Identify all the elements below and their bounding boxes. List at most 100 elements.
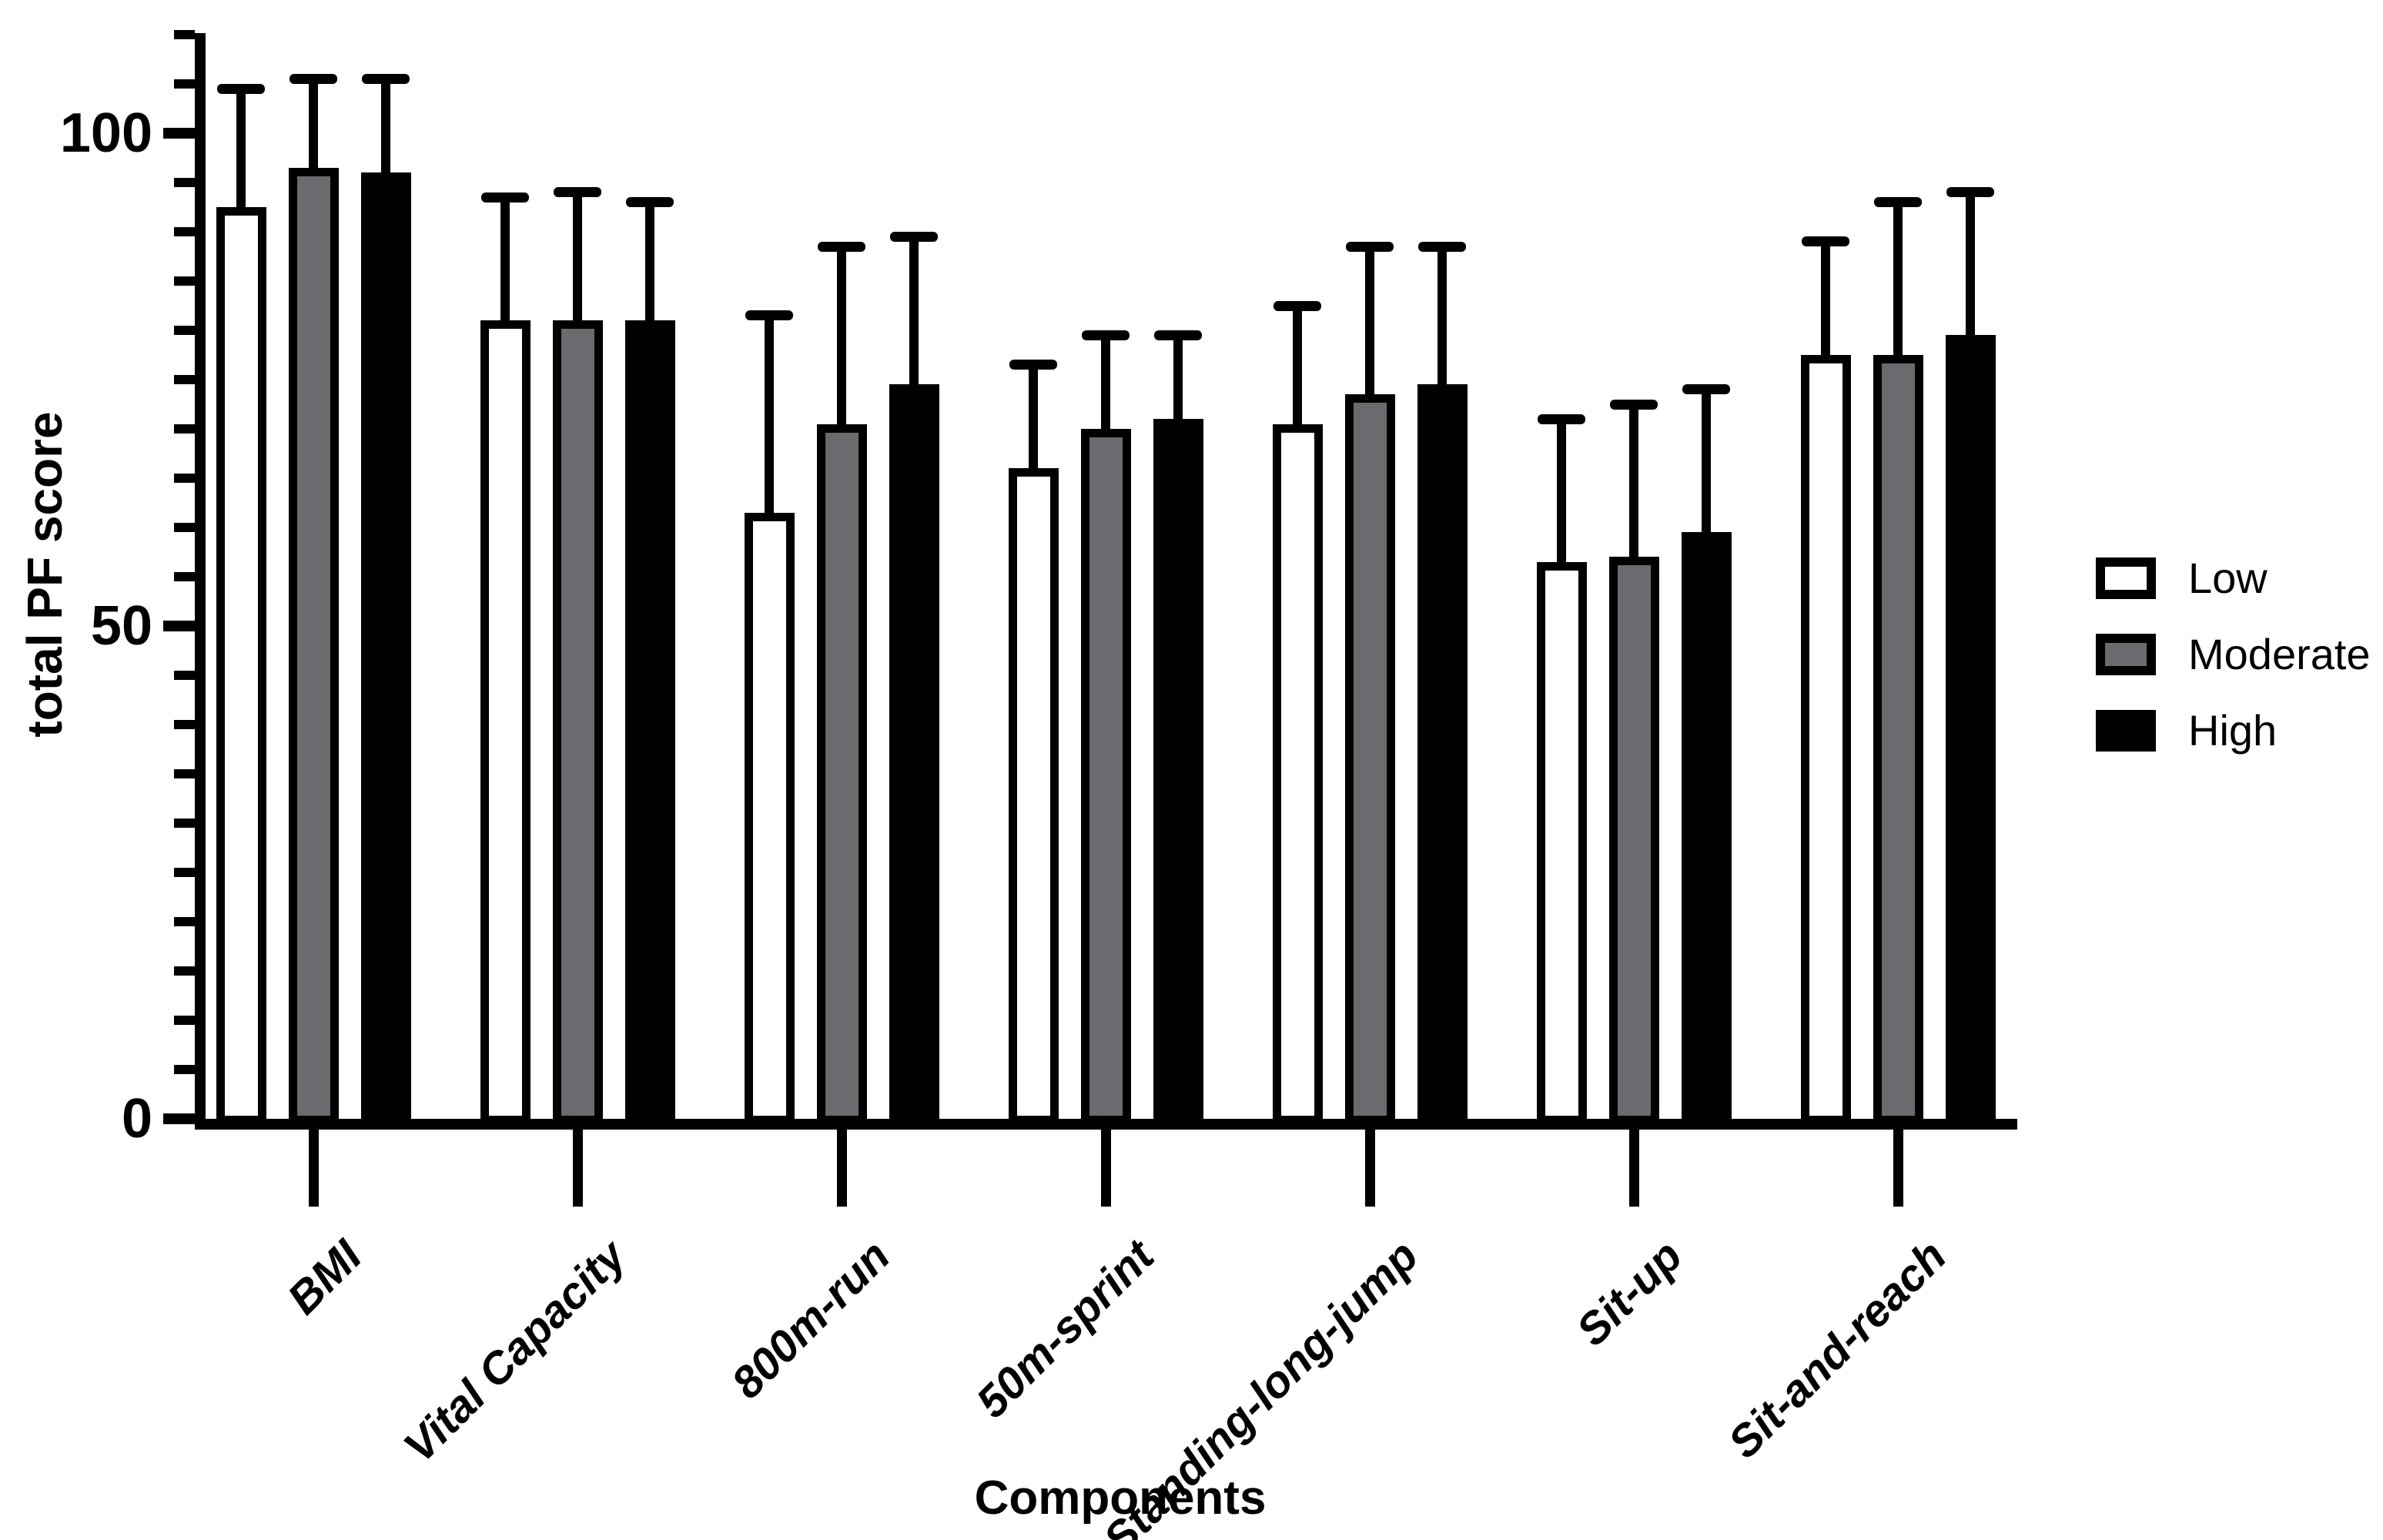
bar-moderate-7: [1873, 355, 1923, 1124]
y-minor-tick: [174, 79, 195, 89]
legend-swatch-low: [2096, 557, 2156, 599]
x-tick: [1100, 1130, 1111, 1207]
x-tick: [1364, 1130, 1375, 1207]
error-bar-whisker: [1437, 246, 1447, 393]
bar-high-5: [1417, 384, 1468, 1124]
y-minor-tick: [174, 868, 195, 877]
y-minor-tick: [174, 720, 195, 729]
error-bar-cap: [745, 310, 793, 321]
y-major-tick: [163, 621, 195, 631]
error-bar-cap: [1538, 413, 1585, 424]
bar-low-2: [480, 320, 530, 1124]
y-minor-tick: [174, 424, 195, 434]
error-bar-whisker: [1702, 389, 1711, 541]
y-minor-tick: [174, 178, 195, 187]
error-bar-whisker: [309, 79, 318, 176]
error-bar-cap: [362, 74, 410, 85]
y-minor-tick: [174, 474, 195, 483]
error-bar-whisker: [236, 89, 246, 216]
x-tick: [308, 1130, 319, 1207]
error-bar-cap: [554, 187, 601, 198]
y-axis-line: [195, 33, 206, 1130]
y-tick-label: 50: [90, 595, 152, 657]
bar-moderate-3: [816, 424, 867, 1124]
bar-moderate-4: [1080, 429, 1131, 1124]
bar-low-5: [1272, 424, 1323, 1124]
error-bar-cap: [1682, 384, 1730, 395]
bar-moderate-6: [1608, 557, 1659, 1124]
y-minor-tick: [174, 1065, 195, 1074]
bar-low-6: [1536, 561, 1587, 1124]
bar-moderate-1: [288, 167, 339, 1124]
x-axis-title: Components: [974, 1471, 1267, 1525]
y-tick-label: 0: [121, 1088, 152, 1150]
legend-swatch-moderate: [2096, 634, 2156, 675]
category-label: BMI: [278, 1230, 372, 1324]
y-minor-tick: [174, 769, 195, 778]
y-minor-tick: [174, 227, 195, 236]
bar-low-7: [1800, 355, 1851, 1124]
error-bar-cap: [1874, 197, 1922, 208]
bar-low-1: [216, 207, 266, 1124]
error-bar-cap: [1154, 330, 1202, 340]
y-minor-tick: [174, 375, 195, 384]
error-bar-cap: [1802, 236, 1849, 247]
error-bar-cap: [290, 74, 337, 85]
error-bar-whisker: [909, 236, 919, 393]
y-minor-tick: [174, 276, 195, 286]
bar-high-2: [624, 320, 675, 1124]
bar-low-4: [1008, 468, 1059, 1124]
bar-moderate-2: [552, 320, 603, 1124]
error-bar-whisker: [765, 315, 774, 521]
bar-high-4: [1153, 419, 1203, 1124]
legend-swatch-high: [2096, 710, 2156, 752]
y-minor-tick: [174, 523, 195, 532]
y-minor-tick: [174, 30, 195, 39]
x-tick: [1628, 1130, 1639, 1207]
y-minor-tick: [174, 326, 195, 335]
y-minor-tick: [174, 819, 195, 828]
error-bar-cap: [1610, 399, 1658, 410]
error-bar-cap: [818, 241, 865, 252]
y-minor-tick: [174, 671, 195, 680]
bar-moderate-5: [1344, 394, 1395, 1124]
error-bar-whisker: [1173, 335, 1183, 428]
legend-label-high: High: [2188, 706, 2278, 755]
error-bar-cap: [217, 83, 265, 94]
y-major-tick: [163, 128, 195, 139]
error-bar-cap: [1273, 300, 1321, 311]
error-bar-whisker: [1629, 404, 1638, 566]
error-bar-cap: [1082, 330, 1130, 340]
legend-label-low: Low: [2188, 554, 2268, 602]
error-bar-whisker: [1293, 306, 1302, 433]
y-minor-tick: [174, 917, 195, 926]
error-bar-whisker: [1821, 241, 1830, 363]
y-minor-tick: [174, 1016, 195, 1025]
error-bar-whisker: [1966, 192, 1975, 344]
y-axis-title: total PF score: [17, 411, 72, 738]
error-bar-cap: [1009, 360, 1057, 370]
error-bar-whisker: [1029, 364, 1038, 477]
error-bar-cap: [626, 197, 674, 208]
error-bar-whisker: [1557, 419, 1566, 571]
x-tick: [1893, 1130, 1903, 1207]
x-tick: [836, 1130, 847, 1207]
bar-low-3: [744, 512, 795, 1124]
error-bar-whisker: [837, 246, 846, 433]
error-bar-cap: [890, 231, 938, 242]
bar-high-3: [889, 384, 939, 1124]
x-tick: [572, 1130, 583, 1207]
y-minor-tick: [174, 966, 195, 976]
y-minor-tick: [174, 572, 195, 581]
error-bar-whisker: [1101, 335, 1110, 437]
error-bar-whisker: [645, 202, 654, 330]
error-bar-cap: [1346, 241, 1394, 252]
error-bar-cap: [1946, 187, 1994, 198]
y-major-tick: [163, 1113, 195, 1124]
error-bar-whisker: [1365, 246, 1374, 403]
error-bar-cap: [481, 192, 529, 203]
bar-high-6: [1681, 532, 1732, 1124]
legend-label-moderate: Moderate: [2188, 630, 2371, 678]
error-bar-whisker: [381, 79, 390, 182]
